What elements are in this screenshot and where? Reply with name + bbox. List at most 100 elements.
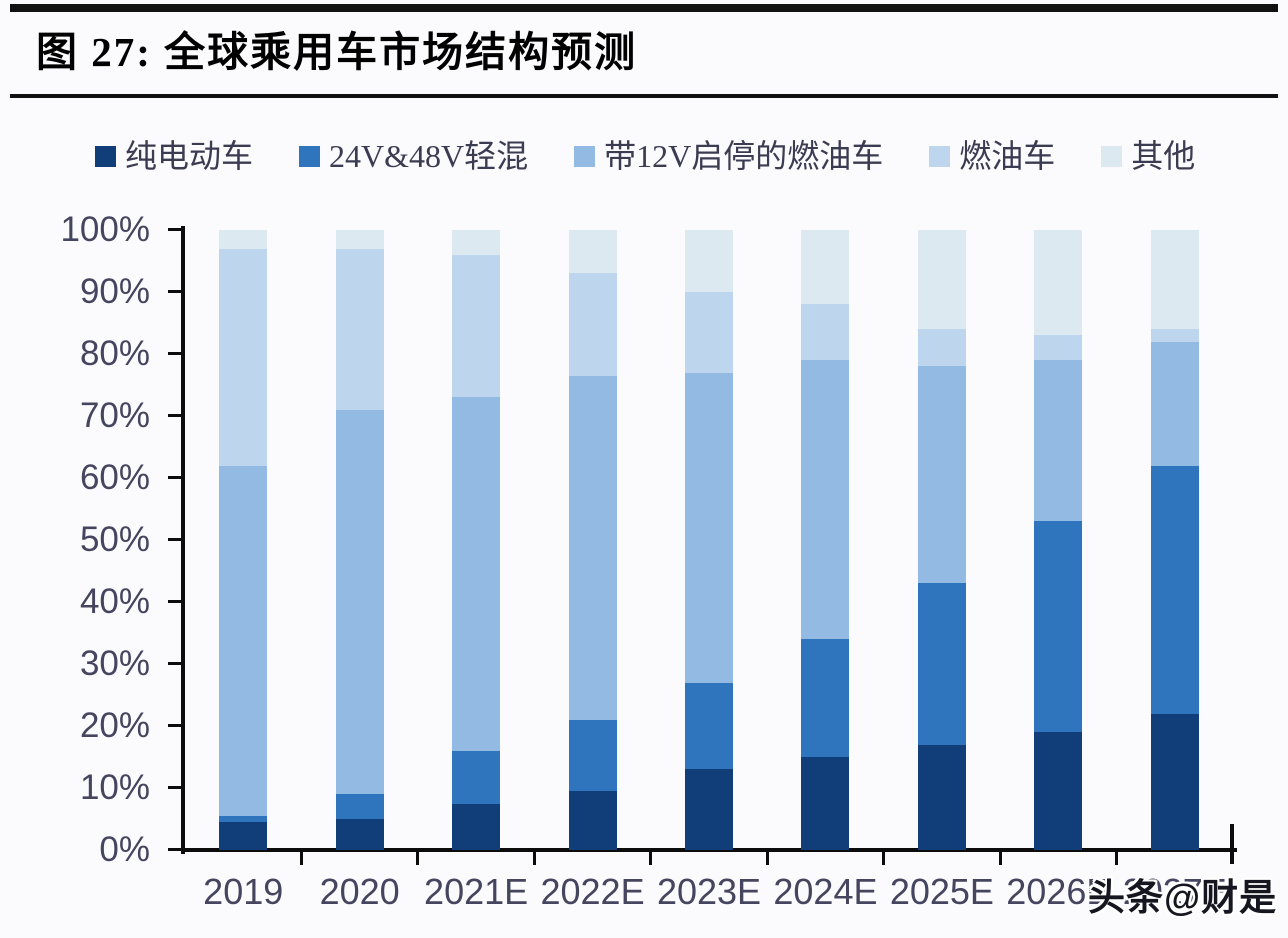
bar-segment-带12V启停的燃油车 [219,465,268,816]
legend-label: 其他 [1131,138,1196,174]
y-axis-tick [168,786,181,789]
y-axis-tick [168,724,181,727]
bar-segment-燃油车 [452,254,501,398]
bar-segment-其他 [335,230,384,249]
legend-swatch-ice [929,145,951,167]
y-axis-tick [168,848,181,851]
x-axis-tick [299,852,303,865]
legend-item-pure-ev: 纯电动车 [95,140,253,172]
legend-item-other: 其他 [1101,140,1195,172]
bar-segment-纯电动车 [452,803,501,850]
x-axis-tick [998,852,1002,865]
bar-segment-带12V启停的燃油车 [1150,341,1199,466]
bar-segment-其他 [568,230,617,274]
x-axis-label-2022E: 2022E [540,871,645,912]
y-axis-tick [168,290,181,293]
stacked-bar-2021E [452,230,501,850]
title-divider-rule [10,94,1278,98]
x-axis-label-2020: 2020 [319,871,400,912]
stacked-bar-2027E [1150,230,1199,850]
x-axis-tick [882,852,886,865]
x-axis-tick [649,852,653,865]
y-axis-tick-label: 10% [79,768,150,807]
bar-segment-其他 [685,230,733,292]
y-axis-tick [168,662,181,665]
bar-segment-纯电动车 [1150,713,1199,850]
y-axis-line [181,226,185,854]
y-axis-tick [168,414,181,417]
bar-segment-24V&48V轻混 [801,639,850,757]
bar-segment-纯电动车 [917,744,966,850]
y-axis-tick-label: 30% [79,644,150,683]
x-axis-line [181,848,1237,852]
y-axis-tick-label: 0% [99,830,150,869]
figure-title: 图 27: 全球乘用车市场结构预测 [36,29,638,75]
x-axis-label-2021E: 2021E [424,871,529,912]
bar-segment-带12V启停的燃油车 [335,409,384,795]
y-axis-tick [168,600,181,603]
bar-segment-燃油车 [917,329,966,367]
legend-item-ice: 燃油车 [929,140,1055,172]
x-axis-label-2027E: 2027E [1122,871,1227,912]
x-axis-tick [532,852,536,865]
x-axis-tick [416,852,420,865]
x-axis-tick [1115,852,1119,865]
x-axis-label-2024E: 2024E [773,871,878,912]
chart-legend: 纯电动车 24V&48V轻混 带12V启停的燃油车 燃油车 其他 [95,134,1255,178]
bar-segment-24V&48V轻混 [1034,521,1083,733]
bar-segment-24V&48V轻混 [1150,465,1199,714]
bar-segment-纯电动车 [801,757,850,850]
bar-segment-带12V启停的燃油车 [452,397,501,751]
bar-segment-燃油车 [219,248,268,466]
bar-segment-燃油车 [335,248,384,410]
stacked-bar-2019 [219,230,268,850]
x-axis-label-2025E: 2025E [889,871,994,912]
bar-segment-带12V启停的燃油车 [568,375,617,720]
y-axis-tick-label: 70% [79,396,150,435]
legend-label: 24V&48V轻混 [329,138,529,174]
y-axis-tick [168,352,181,355]
legend-label: 纯电动车 [125,138,254,174]
y-axis-tick-label: 60% [79,458,150,497]
bar-segment-带12V启停的燃油车 [801,360,850,640]
bar-segment-其他 [917,230,966,330]
bar-segment-其他 [452,230,501,255]
y-axis-tick-label: 100% [60,210,150,249]
bar-segment-纯电动车 [1034,732,1083,850]
y-axis-tick-label: 40% [79,582,150,621]
bar-segment-其他 [801,230,850,305]
y-axis-tick [168,476,181,479]
y-axis-tick-label: 20% [79,706,150,745]
legend-item-mild-hybrid: 24V&48V轻混 [299,140,528,172]
stacked-bar-2023E [685,230,733,850]
x-axis-label-2026E: 2026E [1006,871,1111,912]
y-axis-tick-label: 90% [79,272,150,311]
legend-swatch-12v-startstop [574,145,596,167]
bar-segment-燃油车 [685,292,733,373]
legend-item-12v-startstop: 带12V启停的燃油车 [574,140,883,172]
x-axis-tick [765,852,769,865]
x-axis-label-2023E: 2023E [656,871,762,912]
stacked-bar-2020 [335,230,384,850]
legend-label: 燃油车 [959,138,1056,174]
stacked-bar-2022E [568,230,617,850]
y-axis-tick-label: 80% [79,334,150,373]
bar-segment-纯电动车 [685,769,733,850]
bar-segment-24V&48V轻混 [568,719,617,792]
watermark-text: 头条@财是 [1088,877,1278,918]
bar-segment-燃油车 [1150,329,1199,342]
legend-swatch-pure-ev [95,145,116,167]
y-axis-tick [168,228,181,231]
y-axis-tick-label: 50% [79,520,150,559]
bar-segment-带12V启停的燃油车 [917,366,966,584]
bar-segment-带12V启停的燃油车 [685,372,733,683]
legend-swatch-other [1101,145,1123,167]
legend-swatch-mild-hybrid [299,145,321,167]
bar-segment-24V&48V轻混 [335,794,384,819]
bar-segment-燃油车 [568,273,617,376]
bar-segment-其他 [1150,230,1199,330]
y-axis-tick [168,538,181,541]
x-axis-label-2019: 2019 [203,871,284,912]
bar-segment-24V&48V轻混 [917,583,966,745]
bar-segment-24V&48V轻混 [452,750,501,804]
